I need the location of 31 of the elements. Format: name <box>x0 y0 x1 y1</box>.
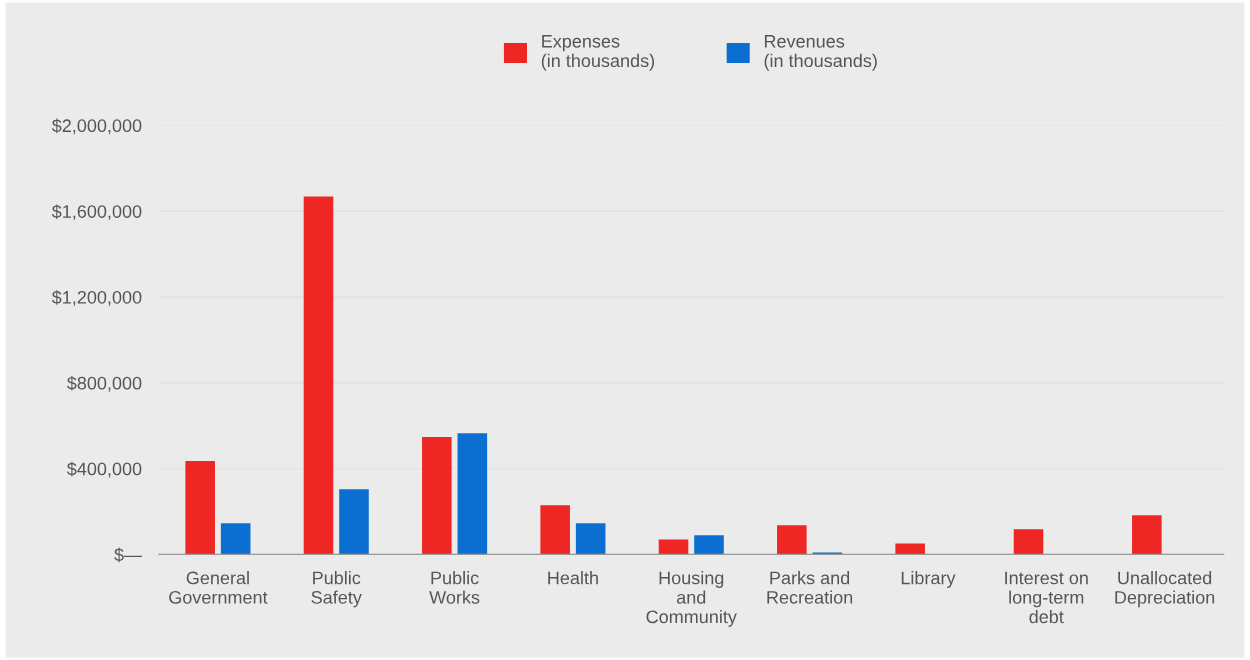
x-tick-label: Unallocated Depreciation <box>1115 571 1215 608</box>
x-tick-label: Interest on long-term debt <box>1005 571 1088 624</box>
bar <box>777 525 807 555</box>
x-tick-label: Public Safety <box>311 571 362 608</box>
y-tick-label: $1,200,000 <box>51 290 142 306</box>
y-tick-label: $400,000 <box>66 461 142 478</box>
y-tick-label: $2,000,000 <box>51 118 142 135</box>
bar <box>185 461 215 555</box>
bar <box>422 437 452 555</box>
bar <box>575 523 606 555</box>
bar <box>658 539 689 555</box>
bar <box>339 489 369 555</box>
legend-label: Revenues (in thousands) <box>764 35 877 71</box>
bar <box>457 433 488 555</box>
bar <box>1132 515 1162 555</box>
x-tick-label: Public Works <box>429 571 480 604</box>
x-tick-label: Parks and Recreation <box>767 571 853 604</box>
legend-label: Expenses (in thousands) <box>541 35 655 71</box>
bar <box>694 535 724 555</box>
bar <box>220 523 251 555</box>
x-tick-label: General Government <box>169 571 268 604</box>
x-tick-label: Health <box>548 571 598 585</box>
x-tick-label: Housing and Community <box>646 571 737 627</box>
bar <box>1013 529 1044 555</box>
y-tick-label: $800,000 <box>66 375 142 392</box>
bar <box>540 505 570 555</box>
bar <box>303 196 334 555</box>
bar <box>895 543 925 555</box>
x-tick-label: Library <box>901 571 956 588</box>
y-tick-label: $— <box>114 547 143 563</box>
y-tick-label: $1,600,000 <box>51 204 142 221</box>
